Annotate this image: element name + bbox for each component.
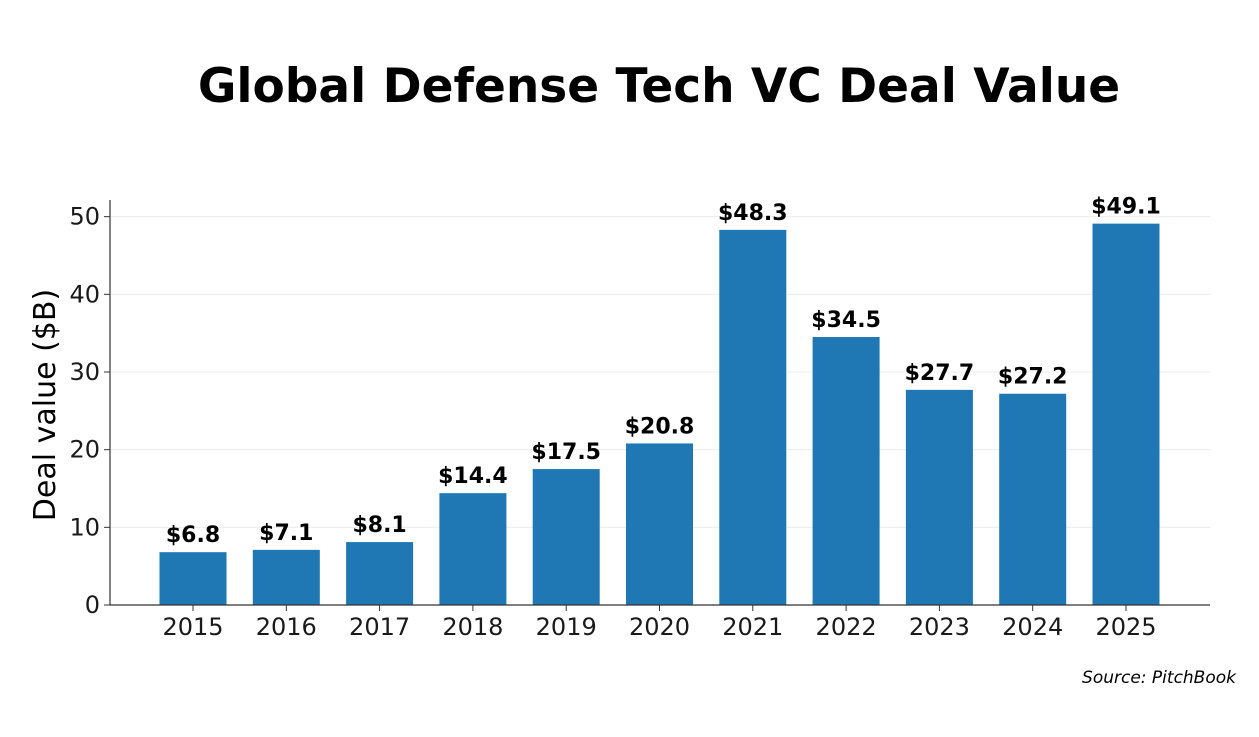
- bar-2025: [1092, 223, 1160, 605]
- y-tick-label: 50: [69, 203, 100, 231]
- x-tick-label-2018: 2018: [442, 613, 503, 641]
- bar-2023: [905, 389, 973, 605]
- y-tick-label: 40: [69, 280, 100, 308]
- bar-2021: [719, 229, 787, 605]
- y-tick-label: 10: [69, 513, 100, 541]
- bar-2019: [532, 469, 600, 605]
- data-label-2015: $6.8: [166, 523, 220, 548]
- x-tick-label-2019: 2019: [536, 613, 597, 641]
- data-label-2018: $14.4: [438, 464, 508, 489]
- bar-2016: [252, 549, 320, 605]
- x-tick-label-2024: 2024: [1002, 613, 1063, 641]
- data-label-2020: $20.8: [625, 414, 695, 439]
- x-tick-label-2015: 2015: [162, 613, 223, 641]
- data-labels: $6.8 $7.1 $8.1 $14.4 $17.5 $20.8 $48.3 $34.5 $27…: [166, 195, 1161, 549]
- data-label-2017: $8.1: [352, 513, 406, 538]
- source-note: Source: PitchBook: [1082, 668, 1237, 688]
- x-tick-label-2017: 2017: [349, 613, 410, 641]
- x-tick-label-2025: 2025: [1095, 613, 1156, 641]
- y-tick-label: 30: [69, 358, 100, 386]
- bar-2022: [812, 337, 880, 605]
- data-label-2023: $27.7: [905, 361, 975, 386]
- data-label-2021: $48.3: [718, 201, 788, 226]
- data-label-2022: $34.5: [811, 308, 881, 333]
- data-label-2024: $27.2: [998, 365, 1068, 390]
- chart-title: Global Defense Tech VC Deal Value: [198, 59, 1120, 114]
- bar-2020: [626, 443, 693, 605]
- bars: [159, 223, 1160, 605]
- data-label-2025: $49.1: [1091, 195, 1161, 220]
- data-label-2016: $7.1: [259, 521, 313, 546]
- y-tick-label: 20: [69, 436, 100, 464]
- y-tick-label: 0: [85, 591, 100, 619]
- bar-2018: [439, 493, 507, 605]
- x-tick-label-2021: 2021: [722, 613, 783, 641]
- bar-2024: [999, 393, 1067, 605]
- bar-2017: [346, 542, 414, 605]
- bar-2015: [159, 552, 227, 605]
- x-tick-label-2020: 2020: [629, 613, 690, 641]
- y-ticks: 0 10 20 30 40 50: [69, 203, 110, 619]
- x-tick-label-2016: 2016: [256, 613, 317, 641]
- y-axis-label: Deal value ($B): [28, 289, 63, 521]
- data-label-2019: $17.5: [531, 440, 601, 465]
- x-tick-label-2022: 2022: [816, 613, 877, 641]
- x-tick-label-2023: 2023: [909, 613, 970, 641]
- x-ticks: 2015 2016 2017 2018 2019 2020 2021 2022 2023 2024…: [162, 605, 1157, 641]
